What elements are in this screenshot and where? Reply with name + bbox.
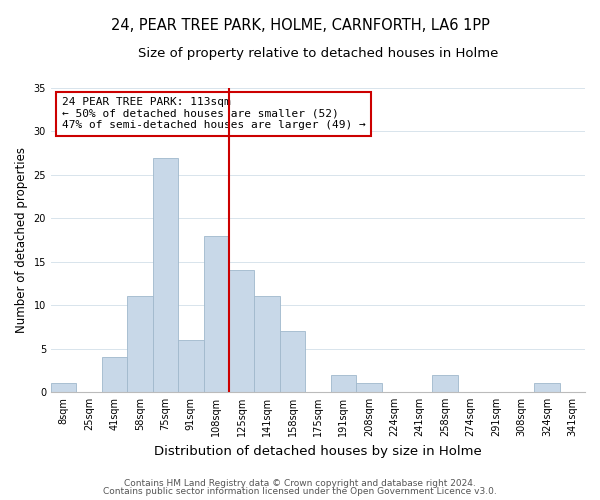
Bar (331, 374, 356, 392)
Bar (280, 331, 305, 392)
Bar (534, 383, 560, 392)
Bar (203, 236, 229, 392)
Y-axis label: Number of detached properties: Number of detached properties (15, 147, 28, 333)
Bar (356, 383, 382, 392)
Bar (254, 296, 280, 392)
Text: Contains HM Land Registry data © Crown copyright and database right 2024.: Contains HM Land Registry data © Crown c… (124, 478, 476, 488)
X-axis label: Distribution of detached houses by size in Holme: Distribution of detached houses by size … (154, 444, 482, 458)
Bar (229, 270, 254, 392)
Text: 24 PEAR TREE PARK: 113sqm
← 50% of detached houses are smaller (52)
47% of semi-: 24 PEAR TREE PARK: 113sqm ← 50% of detac… (62, 97, 365, 130)
Title: Size of property relative to detached houses in Holme: Size of property relative to detached ho… (138, 48, 498, 60)
Bar (178, 340, 203, 392)
Bar (102, 357, 127, 392)
Bar (127, 296, 152, 392)
Text: 24, PEAR TREE PARK, HOLME, CARNFORTH, LA6 1PP: 24, PEAR TREE PARK, HOLME, CARNFORTH, LA… (110, 18, 490, 32)
Text: Contains public sector information licensed under the Open Government Licence v3: Contains public sector information licen… (103, 487, 497, 496)
Bar (51, 383, 76, 392)
Bar (433, 374, 458, 392)
Bar (152, 158, 178, 392)
